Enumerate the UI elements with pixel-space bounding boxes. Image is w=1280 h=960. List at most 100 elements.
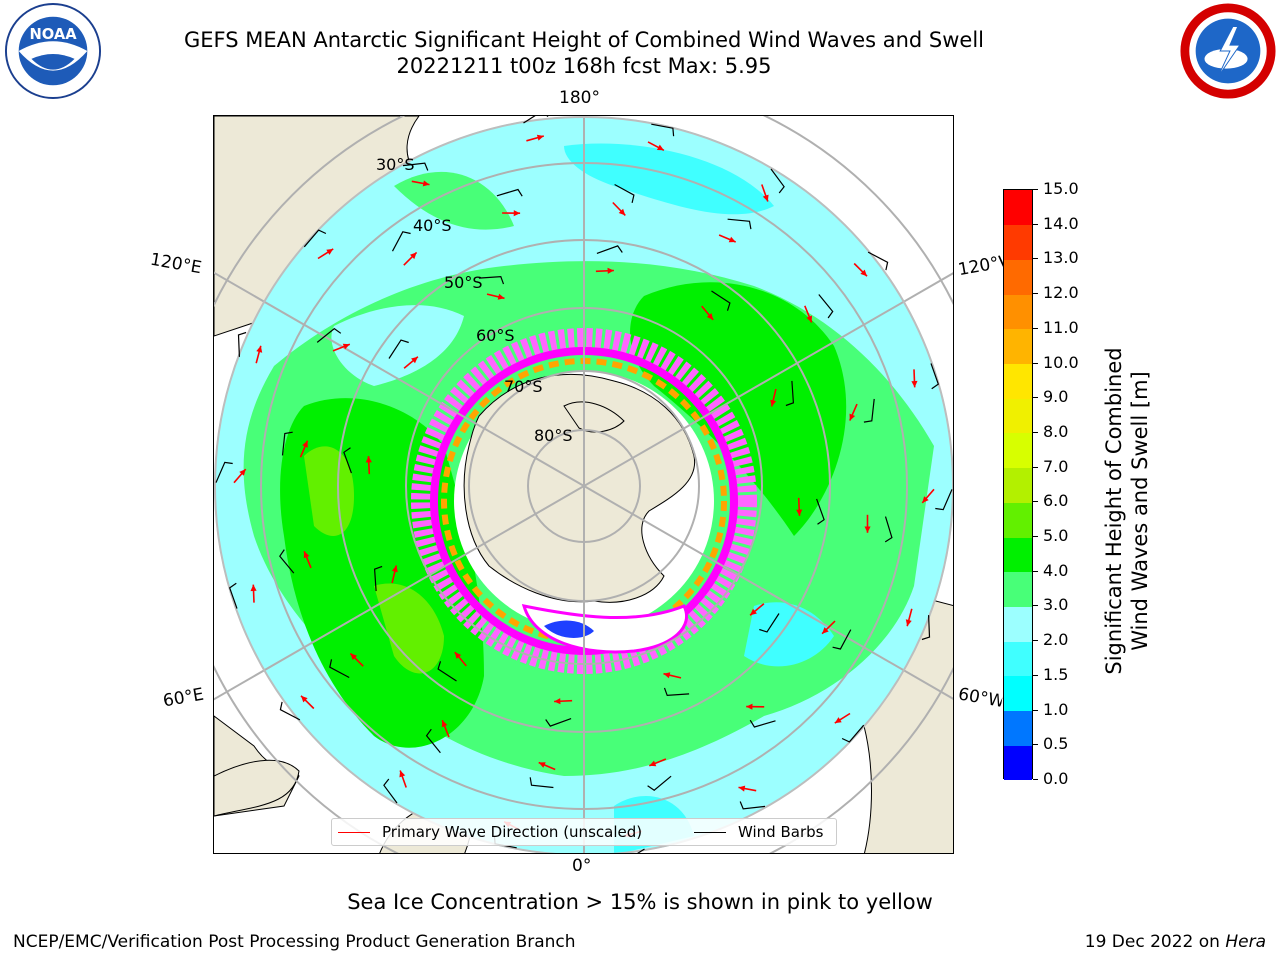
wind-barb (614, 183, 635, 204)
wave-arrowhead (656, 144, 664, 151)
wind-barb (478, 275, 505, 285)
lon-label-180: 180° (559, 88, 600, 108)
wave-arrowhead (250, 584, 257, 592)
wave-arrowhead (538, 762, 546, 768)
wave-arrowhead (746, 703, 753, 710)
wind-barb (281, 431, 293, 456)
polar-map: 30°S 40°S 50°S 60°S 70°S 80°S (213, 115, 954, 854)
wave-arrowhead (905, 619, 912, 627)
wave-arrowhead (738, 785, 746, 792)
footer-host: Hera (1225, 932, 1266, 952)
wind-barb (867, 251, 889, 271)
wind-barb (596, 245, 623, 254)
map-boundary (214, 116, 953, 853)
wind-barb (373, 565, 383, 592)
wind-barb (529, 777, 554, 789)
colorbar-tick: 6.0 (1033, 493, 1068, 509)
wave-arrowhead (849, 413, 856, 421)
wave-arrowhead (822, 627, 829, 634)
colorbar-segment (1004, 294, 1032, 330)
colorbar-segment (1004, 398, 1032, 434)
legend-wind-barbs-label: Wind Barbs (738, 823, 824, 841)
colorbar-label-line2: Wind Waves and Swell [m] (1128, 371, 1152, 651)
wave-arrowhead (302, 440, 308, 448)
wave-arrowhead (391, 565, 398, 573)
wave-direction-swatch (338, 831, 370, 833)
colorbar-segment (1004, 502, 1032, 538)
map-legend: Primary Wave Direction (unscaled) Wind B… (331, 818, 837, 846)
wind-barb (832, 629, 852, 650)
wind-barb (647, 775, 672, 791)
wind-barb (391, 231, 411, 252)
wave-arrowhead (762, 194, 769, 202)
wind-barb (785, 380, 795, 407)
wind-barb (759, 613, 780, 633)
footer-branch: NCEP/EMC/Verification Post Processing Pr… (13, 932, 576, 952)
wave-arrowhead (728, 236, 736, 243)
colorbar-segment (1004, 467, 1032, 503)
wave-arrowhead (796, 509, 803, 516)
wind-barb (739, 801, 766, 810)
colorbar-segment (1004, 571, 1032, 607)
wave-arrowhead (513, 210, 521, 217)
wave-arrowhead (410, 252, 417, 260)
colorbar-tick: 3.0 (1033, 597, 1068, 613)
wind-barb (816, 498, 825, 525)
wave-arrowhead (750, 608, 757, 616)
wind-barb (749, 719, 776, 728)
footer-date-text: 19 Dec 2022 on (1084, 932, 1220, 952)
wind-barb (884, 516, 893, 543)
wind-barb (818, 294, 834, 319)
lon-label-60e: 60°E (161, 684, 206, 712)
colorbar-tick: 0.5 (1033, 736, 1068, 752)
wind-barb (935, 489, 953, 511)
wind-barb (711, 290, 731, 311)
map-subtitle: 20221211 t00z 168h fcst Max: 5.95 (396, 54, 772, 78)
sea-ice-note: Sea Ice Concentration > 15% is shown in … (347, 890, 933, 914)
wave-arrowhead (922, 496, 929, 503)
wave-arrowhead (497, 293, 505, 300)
wind-barb (279, 701, 301, 721)
colorbar-tick: 4.0 (1033, 562, 1068, 579)
wind-barb (863, 398, 875, 423)
lat-label-70s: 70°S (504, 377, 543, 396)
wave-arrowhead (303, 551, 310, 559)
wave-arrowhead (411, 356, 418, 364)
lat-label-60s: 60°S (476, 326, 515, 345)
graticule (214, 116, 953, 853)
wave-arrowhead (554, 698, 561, 705)
colorbar-tick: 10.0 (1033, 354, 1079, 371)
wave-arrowhead (256, 345, 263, 353)
wave-arrowhead (422, 180, 430, 187)
colorbar-tick: 13.0 (1033, 250, 1079, 266)
colorbar-label: Significant Height of Combined Wind Wave… (1101, 301, 1153, 721)
wave-arrowhead (706, 313, 714, 320)
colorbar-tick: 0.0 (1033, 771, 1068, 787)
wind-barb (279, 549, 295, 574)
wind-barb (727, 218, 752, 230)
wind-barb (651, 123, 675, 137)
colorbar-segment (1004, 328, 1032, 365)
wind-barb (921, 615, 931, 641)
wind-barb (770, 168, 785, 194)
wind-barbs (215, 116, 953, 853)
wave-arrowhead (607, 267, 614, 274)
lon-label-0: 0° (572, 856, 592, 876)
map-title: GEFS MEAN Antarctic Significant Height o… (183, 28, 985, 52)
colorbar-tick: 12.0 (1033, 285, 1079, 301)
colorbar-tick: 8.0 (1033, 423, 1068, 440)
colorbar-segment (1004, 363, 1032, 399)
colorbar-tick: 7.0 (1033, 458, 1068, 475)
wave-arrowhead (806, 315, 812, 323)
wind-barb (343, 447, 352, 474)
lon-label-60w: 60°W (956, 684, 1004, 712)
colorbar-segment (1004, 259, 1032, 295)
wind-barb (523, 116, 549, 124)
wind-barb (402, 162, 429, 171)
wind-barb-swatch (694, 831, 726, 833)
wind-barb (316, 327, 342, 343)
wind-barb (237, 331, 247, 357)
wind-barb (425, 728, 441, 754)
lat-label-80s: 80°S (534, 426, 573, 445)
lon-label-120e: 120°E (148, 249, 204, 279)
